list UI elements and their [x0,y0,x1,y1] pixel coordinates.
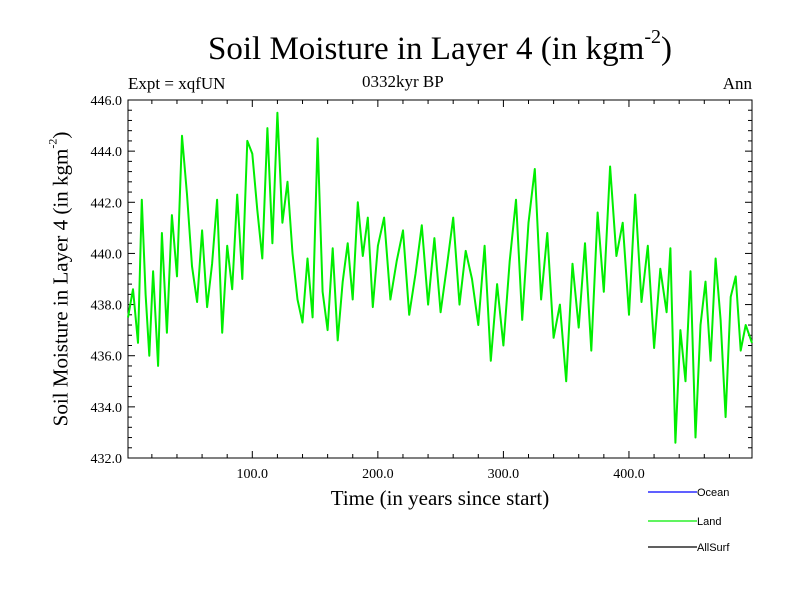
y-tick-label: 442.0 [91,196,123,211]
y-tick-label: 436.0 [91,350,123,365]
x-tick-label: 200.0 [362,467,394,482]
y-tick-label: 438.0 [91,299,123,314]
x-tick-label: 100.0 [237,467,269,482]
series-line-land [127,111,753,444]
period-label: 0332kyr BP [362,72,444,91]
chart-title: Soil Moisture in Layer 4 (in kgm-2) [0,26,800,68]
legend-label-allsurf: AllSurf [697,542,730,554]
y-tick-label: 444.0 [91,145,123,160]
legend-label-land: Land [697,516,721,528]
plot-frame [127,99,753,459]
y-tick-label: 434.0 [91,401,123,416]
legend-label-ocean: Ocean [697,487,729,499]
chart-title-text: Soil Moisture in Layer 4 (in kgm [208,31,645,67]
x-axis-label: Time (in years since start) [330,486,550,510]
y-tick-label: 440.0 [91,247,123,262]
experiment-label: Expt = xqfUN [128,74,226,93]
chart-title-suffix: ) [660,31,672,67]
x-tick-label: 300.0 [488,467,520,482]
season-label: Ann [722,74,752,93]
y-tick-label: 432.0 [91,452,123,467]
chart-title-superscript: -2 [644,26,661,48]
y-tick-label: 446.0 [91,94,123,109]
x-tick-label: 400.0 [613,467,645,482]
